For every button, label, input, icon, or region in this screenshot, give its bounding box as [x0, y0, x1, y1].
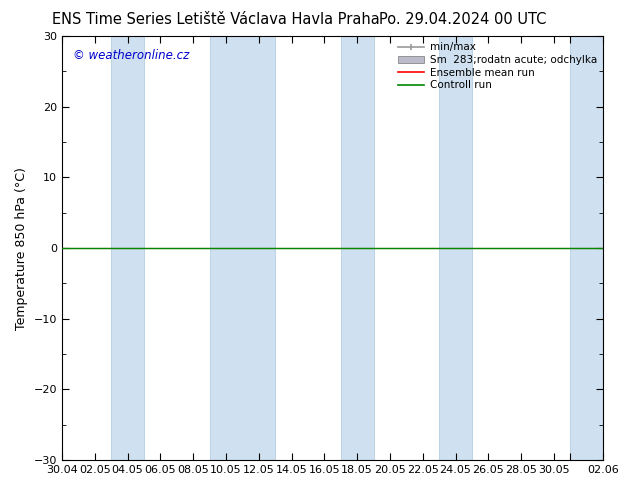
- Bar: [111, 36, 144, 460]
- Bar: [340, 36, 373, 460]
- Y-axis label: Temperature 850 hPa (°C): Temperature 850 hPa (°C): [15, 167, 28, 330]
- Text: ENS Time Series Letiště Václava Havla Praha: ENS Time Series Letiště Václava Havla Pr…: [52, 12, 379, 27]
- Text: © weatheronline.cz: © weatheronline.cz: [73, 49, 189, 62]
- Bar: [571, 36, 603, 460]
- Bar: [209, 36, 275, 460]
- Legend: min/max, Sm  283;rodatn acute; odchylka, Ensemble mean run, Controll run: min/max, Sm 283;rodatn acute; odchylka, …: [394, 38, 601, 95]
- Text: Po. 29.04.2024 00 UTC: Po. 29.04.2024 00 UTC: [379, 12, 547, 27]
- Bar: [439, 36, 472, 460]
